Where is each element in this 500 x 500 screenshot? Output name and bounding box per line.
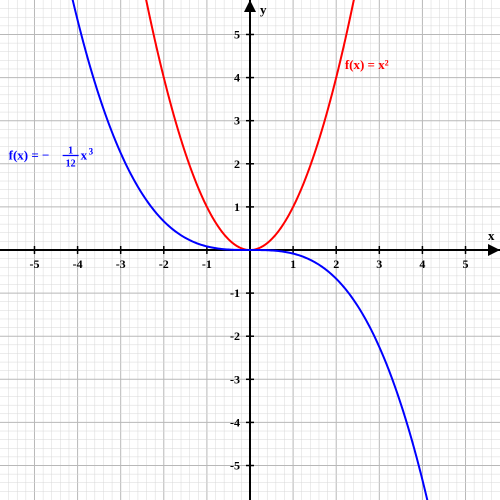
x-tick-label: -5 [29, 257, 39, 271]
y-tick-label: 3 [234, 114, 240, 128]
function-plot: -5-4-3-2-112345-5-4-3-2-112345xyf(x) = x… [0, 0, 500, 500]
x-tick-label: -1 [202, 257, 212, 271]
svg-text:12: 12 [66, 158, 76, 169]
x-tick-label: -4 [73, 257, 83, 271]
svg-text:f(x) = −: f(x) = − [9, 147, 50, 162]
y-axis-label: y [260, 2, 267, 17]
x-tick-label: 5 [463, 257, 469, 271]
svg-text:3: 3 [89, 146, 94, 156]
y-tick-label: -3 [230, 372, 240, 386]
y-tick-label: -5 [230, 459, 240, 473]
x-tick-label: 4 [419, 257, 425, 271]
svg-text:x: x [81, 147, 88, 162]
x-tick-label: -3 [116, 257, 126, 271]
x-tick-label: 1 [290, 257, 296, 271]
y-tick-label: 5 [234, 27, 240, 41]
x-tick-label: 3 [376, 257, 382, 271]
y-tick-label: -1 [230, 286, 240, 300]
y-tick-label: -4 [230, 415, 240, 429]
y-tick-label: 1 [234, 200, 240, 214]
x-tick-label: 2 [333, 257, 339, 271]
y-tick-label: 2 [234, 157, 240, 171]
curve-label-parabola: f(x) = x² [345, 57, 389, 72]
y-tick-label: 4 [234, 71, 240, 85]
x-axis-label: x [488, 228, 495, 243]
x-tick-label: -2 [159, 257, 169, 271]
y-tick-label: -2 [230, 329, 240, 343]
